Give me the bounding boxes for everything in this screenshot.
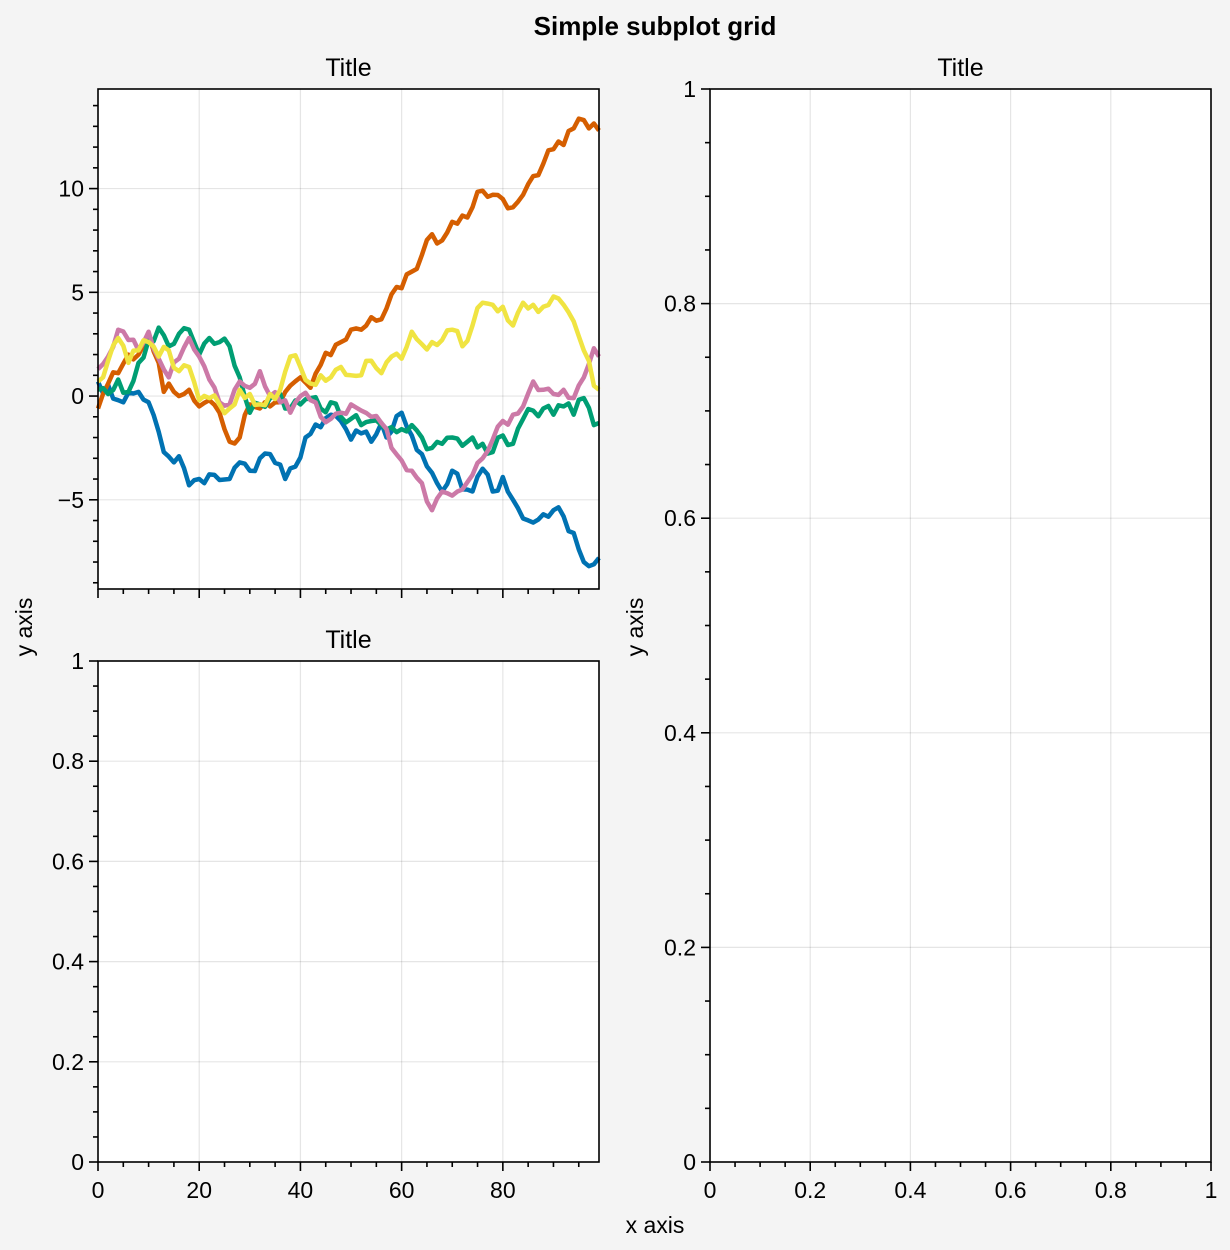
panel-title: Title	[325, 626, 371, 654]
series-2-line	[95, 116, 601, 446]
y-tick-label: 0.2	[52, 1049, 84, 1075]
x-tick-label: 60	[389, 1177, 415, 1203]
x-tick-label: 0	[704, 1177, 717, 1203]
x-tick-label: 20	[186, 1177, 212, 1203]
y-tick-label: 0	[71, 1149, 84, 1175]
bottom-left-panel: 0 20 40 60 80 0 0.2 0.4 0.6 0.8 1 Title	[52, 626, 600, 1203]
y-tick-label: 0	[683, 1149, 696, 1175]
y-tick-label: 0.4	[664, 720, 696, 746]
top-left-panel: −5 0 5 10 Title	[58, 54, 601, 598]
y-tick-label: 0.4	[52, 949, 84, 975]
panel-title: Title	[325, 54, 371, 82]
y-tick-label: 0.8	[52, 748, 84, 774]
x-tick-label: 40	[288, 1177, 314, 1203]
x-tick-label: 1	[1205, 1177, 1218, 1203]
right-panel: 0 0.2 0.4 0.6 0.8 1 0 0.2 0.4 0.6 0.8 1 Title	[664, 54, 1217, 1203]
panel-title: Title	[937, 54, 983, 82]
left-y-axis-label: y axis	[11, 598, 37, 657]
y-tick-label: 1	[71, 648, 84, 674]
y-tick-label: 1	[683, 76, 696, 102]
y-tick-label: 0.6	[664, 505, 696, 531]
y-tick-label: 0.6	[52, 848, 84, 874]
y-tick-label: 0.2	[664, 934, 696, 960]
series-1-line	[95, 380, 601, 569]
x-tick-label: 0.8	[1095, 1177, 1127, 1203]
x-tick-label: 0.4	[894, 1177, 926, 1203]
series-4-line	[96, 327, 601, 513]
figure-title: Simple subplot grid	[534, 11, 777, 41]
y-tick-label: 0.8	[664, 291, 696, 317]
y-tick-label: −5	[58, 487, 84, 513]
x-axis-label: x axis	[626, 1212, 685, 1238]
y-tick-label: 10	[58, 176, 84, 202]
series-5-line	[96, 294, 601, 416]
right-y-axis-label: y axis	[622, 598, 648, 657]
x-tick-label: 0	[92, 1177, 105, 1203]
y-tick-label: 0	[71, 383, 84, 409]
y-tick-label: 5	[71, 279, 84, 305]
x-tick-label: 0.2	[794, 1177, 826, 1203]
x-tick-label: 0.6	[995, 1177, 1027, 1203]
axes-frame	[97, 88, 600, 590]
x-tick-label: 80	[490, 1177, 516, 1203]
series-3-line	[97, 325, 600, 456]
plot-area	[710, 89, 1211, 1162]
plot-area	[98, 661, 599, 1162]
